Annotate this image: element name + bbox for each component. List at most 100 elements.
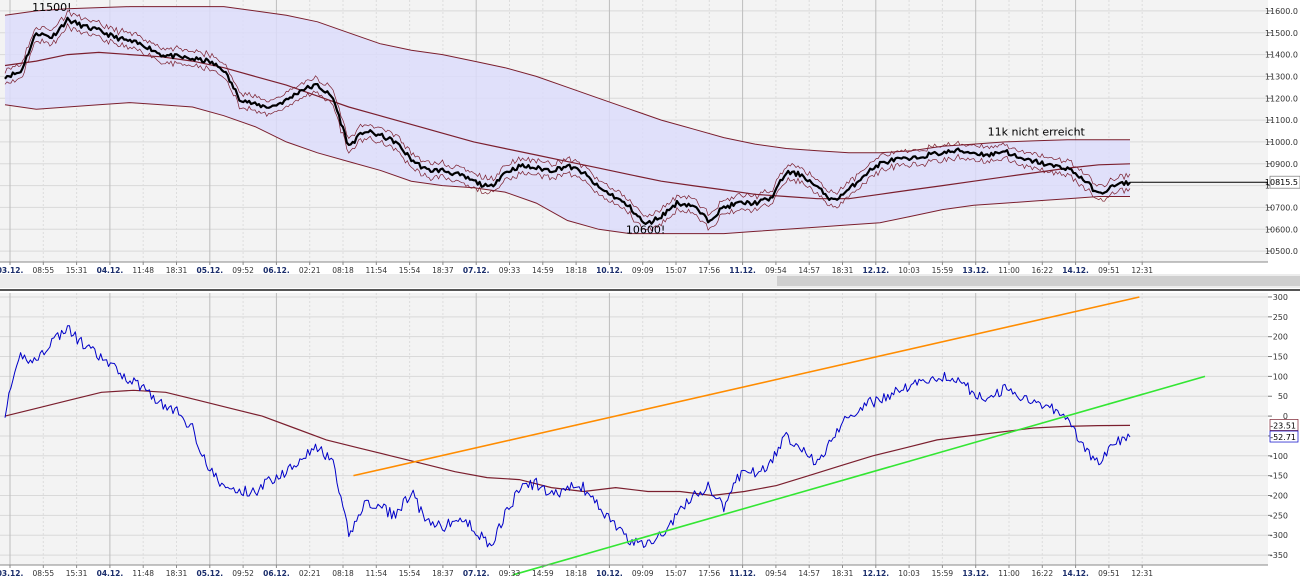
price-line xyxy=(4,16,1131,225)
osc-ytick-label: -300 xyxy=(1270,531,1288,540)
x-tick-label: 12:31 xyxy=(1131,569,1153,578)
price-inner-envelope-lower xyxy=(4,22,1131,232)
x-tick-label: 06.12. xyxy=(263,266,290,275)
x-tick-label: 02:21 xyxy=(299,266,321,275)
price-annotation: 10600! xyxy=(626,224,665,237)
x-tick-label: 08:55 xyxy=(32,266,54,275)
x-tick-label: 11:48 xyxy=(132,569,154,578)
osc-ytick-label: 200 xyxy=(1273,333,1288,342)
x-tick-label: 05.12. xyxy=(197,569,224,578)
x-tick-label: 10:03 xyxy=(898,569,920,578)
x-tick-label: 03.12. xyxy=(0,569,23,578)
price-panel: 10500.010600.010700.010800.010900.011000… xyxy=(0,0,1300,262)
x-tick-label: 04.12. xyxy=(97,569,124,578)
x-tick-label: 08:18 xyxy=(332,569,354,578)
x-tick-label: 09:09 xyxy=(632,266,654,275)
band-fill xyxy=(5,6,1130,234)
x-tick-label: 14:59 xyxy=(532,266,554,275)
x-tick-label: 11:54 xyxy=(365,266,387,275)
x-tick-label: 13.12. xyxy=(962,569,989,578)
x-tick-label: 10:03 xyxy=(898,266,920,275)
price-ytick-label: 11400.0 xyxy=(1265,51,1298,60)
price-ytick-label: 11300.0 xyxy=(1265,72,1298,81)
x-tick-label: 18:31 xyxy=(166,569,188,578)
x-tick-label: 18:18 xyxy=(565,266,587,275)
x-tick-label: 18:31 xyxy=(832,569,854,578)
upper-channel-trendline[interactable] xyxy=(353,296,1140,477)
x-tick-label: 15:07 xyxy=(665,569,687,578)
x-tick-label: 14.12. xyxy=(1062,569,1089,578)
x-tick-label: 18:37 xyxy=(432,266,454,275)
price-annotation: 11k nicht erreicht xyxy=(988,125,1086,138)
osc-line xyxy=(4,325,1131,548)
x-tick-label: 15:31 xyxy=(66,569,88,578)
osc-ytick-label: -350 xyxy=(1270,551,1288,560)
x-tick-label: 08:55 xyxy=(32,569,54,578)
price-annotation: 11500! xyxy=(32,1,71,14)
osc-last-value-label: -52.71 xyxy=(1270,433,1296,442)
x-tick-label: 16:22 xyxy=(1031,266,1053,275)
x-tick-label: 18:18 xyxy=(565,569,587,578)
x-tick-label: 15:59 xyxy=(932,569,954,578)
x-tick-label: 09:33 xyxy=(499,569,521,578)
scroll-thumb[interactable] xyxy=(777,276,1300,286)
x-tick-label: 11:54 xyxy=(365,569,387,578)
price-annotations: 11500! 10600! 11k nicht erreicht xyxy=(32,1,1085,237)
x-tick-label: 08:18 xyxy=(332,266,354,275)
x-tick-label: 14:59 xyxy=(532,569,554,578)
x-tick-label: 17:56 xyxy=(698,266,720,275)
x-tick-label: 09:54 xyxy=(765,569,787,578)
osc-last-value-box xyxy=(1269,430,1299,443)
x-tick-label: 16:22 xyxy=(1031,569,1053,578)
price-ytick-label: 11500.0 xyxy=(1265,29,1298,38)
price-ytick-label: 10900.0 xyxy=(1265,160,1298,169)
price-last-value-box xyxy=(1269,175,1300,189)
lower-channel-trendline[interactable] xyxy=(512,375,1206,576)
oscillator-x-axis: 03.12. 08:55 15:31 04.12. 11:48 18:31 05.12. 09… xyxy=(0,564,1268,578)
osc-ytick-label: 0 xyxy=(1283,412,1288,421)
price-ytick-label: 11600.0 xyxy=(1265,7,1298,16)
x-tick-label: 13.12. xyxy=(962,266,989,275)
x-tick-label: 09:51 xyxy=(1098,569,1120,578)
x-tick-label: 07.12. xyxy=(463,266,490,275)
x-tick-label: 09:52 xyxy=(232,569,254,578)
price-last-value: 10815.5 xyxy=(1265,175,1300,189)
price-ytick-label: 11200.0 xyxy=(1265,94,1298,103)
osc-ytick-label: 100 xyxy=(1273,372,1288,381)
x-tick-label: 02:21 xyxy=(299,569,321,578)
x-tick-label: 15:54 xyxy=(399,569,421,578)
osc-ytick-label: -150 xyxy=(1270,472,1288,481)
osc-ytick-label: -250 xyxy=(1270,511,1288,520)
price-ytick-label: 10600.0 xyxy=(1265,225,1298,234)
x-tick-label: 09:33 xyxy=(499,266,521,275)
x-tick-label: 07.12. xyxy=(463,569,490,578)
x-tick-label: 09:51 xyxy=(1098,266,1120,275)
oscillator-panel: -350-300-250-200-150-100-500501001502002… xyxy=(0,293,1299,576)
x-tick-label: 11.12. xyxy=(729,569,756,578)
x-tick-label: 10.12. xyxy=(596,569,623,578)
x-tick-label: 10.12. xyxy=(596,266,623,275)
x-tick-label: 14:57 xyxy=(798,266,820,275)
x-tick-label: 09:52 xyxy=(232,266,254,275)
x-tick-label: 17:56 xyxy=(698,569,720,578)
price-x-axis: 03.12. 08:55 15:31 04.12. 11:48 18:31 05.12. 09… xyxy=(0,261,1268,275)
x-tick-label: 03.12. xyxy=(0,266,23,275)
osc-signal-line xyxy=(4,389,1131,497)
x-tick-label: 14.12. xyxy=(1062,266,1089,275)
osc-ytick-label: 300 xyxy=(1273,293,1288,302)
x-tick-label: 11:48 xyxy=(132,266,154,275)
x-tick-label: 11:00 xyxy=(998,569,1020,578)
price-lines xyxy=(4,10,1268,232)
osc-ytick-label: 250 xyxy=(1273,313,1288,322)
price-ytick-label: 11000.0 xyxy=(1265,138,1298,147)
osc-last-value-label: -23.51 xyxy=(1270,421,1296,430)
x-tick-label: 15:54 xyxy=(399,266,421,275)
price-moving-average xyxy=(4,51,1131,200)
x-tick-label: 18:31 xyxy=(166,266,188,275)
x-tick-label: 06.12. xyxy=(263,569,290,578)
x-tick-label: 14:57 xyxy=(798,569,820,578)
x-tick-label: 15:31 xyxy=(66,266,88,275)
x-tick-label: 15:59 xyxy=(932,266,954,275)
price-ytick-label: 10500.0 xyxy=(1265,247,1298,256)
